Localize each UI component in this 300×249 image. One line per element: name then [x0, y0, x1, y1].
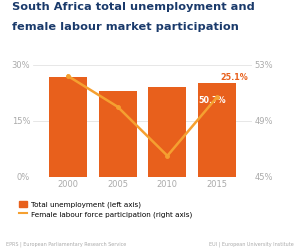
Legend: Total unemployment (left axis), Female labour force participation (right axis): Total unemployment (left axis), Female l…: [16, 198, 195, 220]
Text: female labour market participation: female labour market participation: [12, 22, 239, 32]
Bar: [49, 77, 87, 177]
Bar: [148, 87, 186, 177]
Text: 50.7%: 50.7%: [198, 96, 226, 105]
Text: 25.1%: 25.1%: [220, 72, 248, 82]
Text: EUI | European University Institute: EUI | European University Institute: [209, 241, 294, 247]
Bar: [198, 83, 236, 177]
Text: EPRS | European Parliamentary Research Service: EPRS | European Parliamentary Research S…: [6, 241, 126, 247]
Text: South Africa total unemployment and: South Africa total unemployment and: [12, 2, 255, 12]
Bar: [99, 91, 136, 177]
